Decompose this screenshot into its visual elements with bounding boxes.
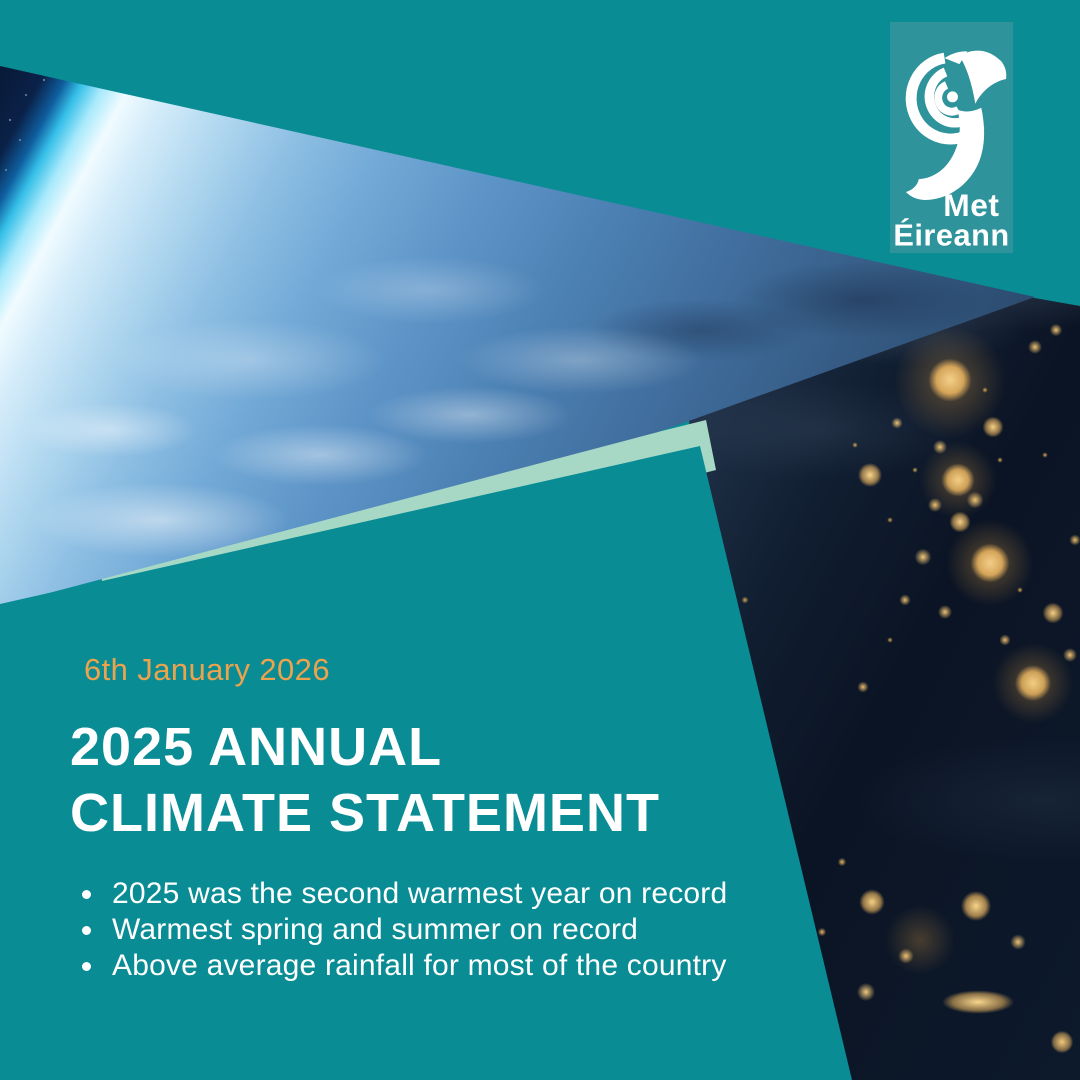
list-item: Warmest spring and summer on record bbox=[106, 912, 727, 948]
logo-word-met: Met bbox=[943, 187, 999, 223]
list-item: Above average rainfall for most of the c… bbox=[106, 948, 727, 984]
met-eireann-swirl-icon: Met Éireann bbox=[893, 50, 1009, 253]
title-line-1: 2025 ANNUAL bbox=[70, 717, 443, 777]
list-item: 2025 was the second warmest year on reco… bbox=[106, 876, 727, 912]
title-line-2: CLIMATE STATEMENT bbox=[70, 783, 660, 843]
date-label: 6th January 2026 bbox=[84, 652, 330, 687]
logo-word-eireann: Éireann bbox=[893, 218, 1009, 253]
met-eireann-logo-box: Met Éireann bbox=[890, 22, 1013, 253]
highlights-list: 2025 was the second warmest year on reco… bbox=[80, 876, 727, 984]
page-title: 2025 ANNUAL CLIMATE STATEMENT bbox=[70, 714, 660, 846]
